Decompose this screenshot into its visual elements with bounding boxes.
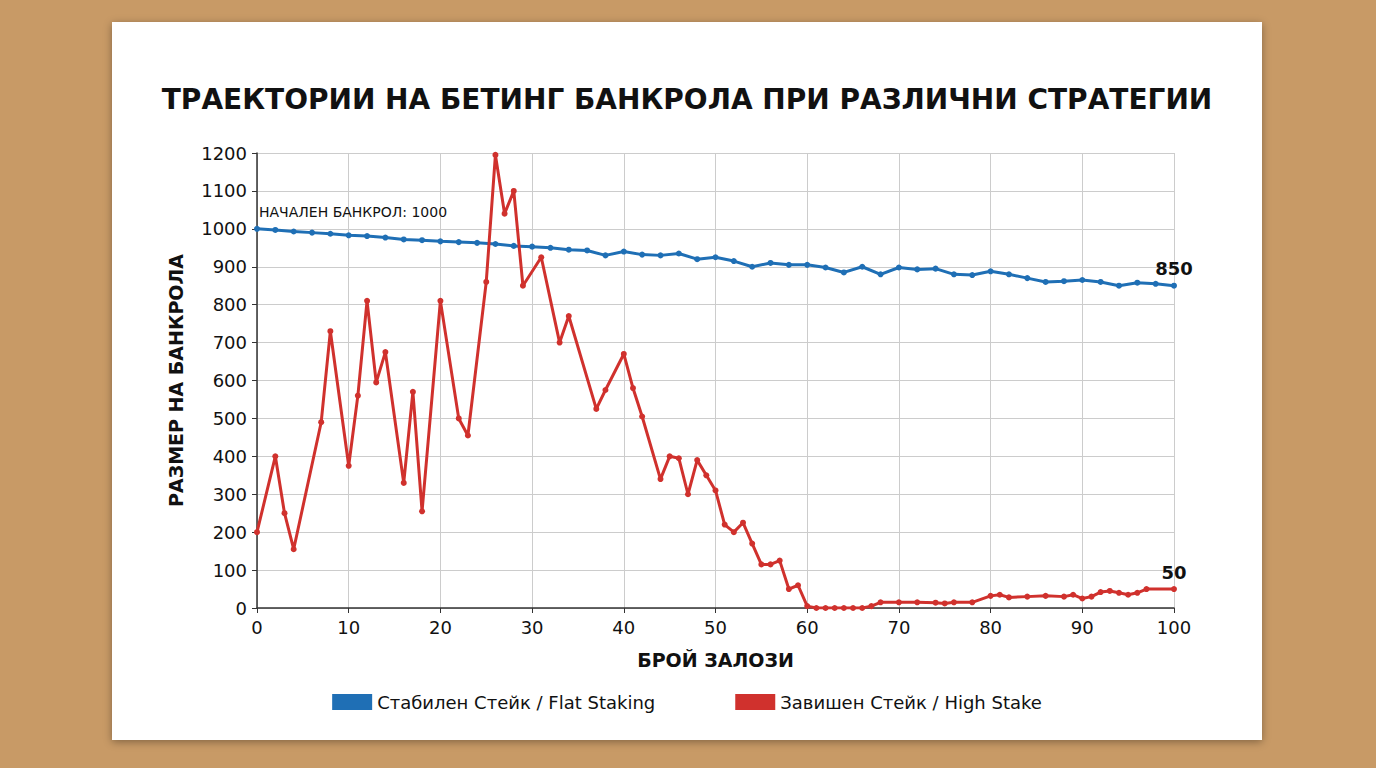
svg-text:300: 300 [213,484,247,505]
svg-text:60: 60 [796,617,819,638]
svg-text:70: 70 [887,617,910,638]
svg-text:90: 90 [1071,617,1094,638]
svg-text:0: 0 [236,598,247,619]
svg-text:500: 500 [213,408,247,429]
svg-text:50: 50 [1161,562,1186,583]
svg-text:400: 400 [213,446,247,467]
svg-text:0: 0 [251,617,262,638]
svg-text:20: 20 [429,617,452,638]
svg-text:10: 10 [337,617,360,638]
svg-text:100: 100 [213,560,247,581]
svg-text:40: 40 [612,617,635,638]
svg-text:700: 700 [213,332,247,353]
svg-text:НАЧАЛЕН БАНКРОЛ: 1000: НАЧАЛЕН БАНКРОЛ: 1000 [259,204,447,220]
svg-text:1200: 1200 [201,143,247,164]
svg-text:50: 50 [704,617,727,638]
svg-text:ТРАЕКТОРИИ НА БЕТИНГ БАНКРОЛА: ТРАЕКТОРИИ НА БЕТИНГ БАНКРОЛА ПРИ РАЗЛИЧ… [162,83,1212,116]
svg-text:Завишен Стейк / High Stake: Завишен Стейк / High Stake [780,692,1042,713]
svg-text:900: 900 [213,256,247,277]
svg-text:1100: 1100 [201,180,247,201]
svg-text:РАЗМЕР НА БАНКРОЛА: РАЗМЕР НА БАНКРОЛА [165,254,187,507]
svg-text:800: 800 [213,294,247,315]
svg-text:600: 600 [213,370,247,391]
svg-text:80: 80 [979,617,1002,638]
svg-text:850: 850 [1155,258,1193,279]
svg-text:1000: 1000 [201,218,247,239]
svg-text:Стабилен Стейк / Flat Staking: Стабилен Стейк / Flat Staking [377,692,655,713]
svg-text:100: 100 [1157,617,1191,638]
svg-text:30: 30 [521,617,544,638]
svg-text:200: 200 [213,522,247,543]
svg-text:БРОЙ ЗАЛОЗИ: БРОЙ ЗАЛОЗИ [637,649,794,671]
